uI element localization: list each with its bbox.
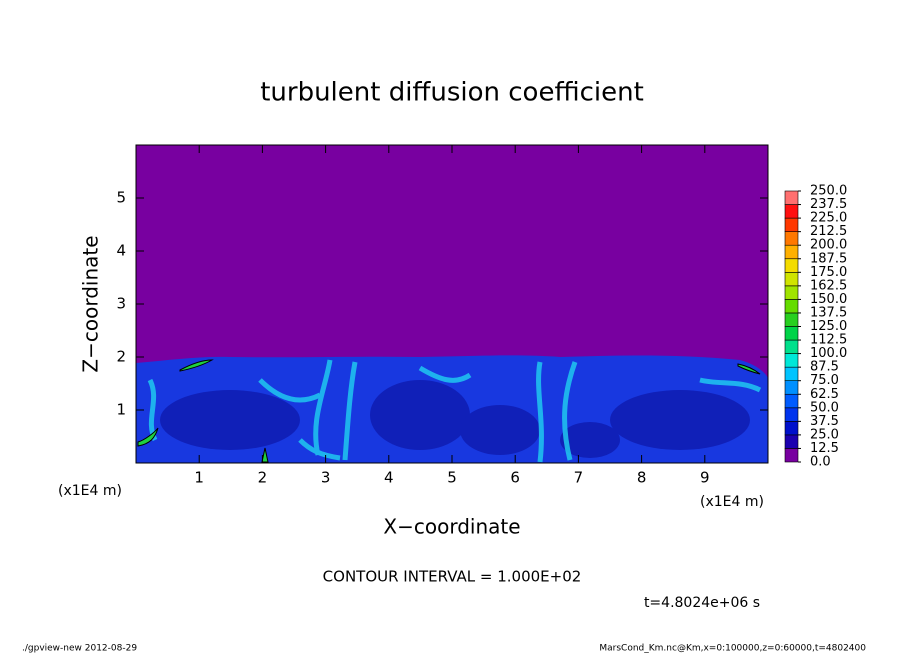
x-tick-label: 8 [637,469,647,487]
colorbar-label: 12.5 [810,441,839,456]
colorbar-bin [784,326,799,341]
colorbar-label: 50.0 [810,400,839,415]
colorbar-bin [784,299,799,314]
contour-field [136,145,768,463]
x-tick-label: 4 [384,469,394,487]
x-tick-label: 6 [510,469,520,487]
colorbar-label: 25.0 [810,427,839,442]
colorbar-label: 87.5 [810,360,839,375]
colorbar-bin [784,204,799,219]
colorbar-label: 225.0 [810,211,847,226]
x-unit-label: (x1E4 m) [700,494,764,510]
colorbar-bin [784,448,799,463]
y-tick-label: 2 [116,348,126,366]
x-tick-label: 9 [700,469,710,487]
colorbar-label: 75.0 [810,373,839,388]
chart-title: turbulent diffusion coefficient [260,78,644,108]
footer-right: MarsCond_Km.nc@Km,x=0:100000,z=0:60000,t… [599,644,866,654]
colorbar-bin [784,190,799,205]
colorbar-bin [784,421,799,436]
colorbar-bin [784,285,799,300]
colorbar-label: 150.0 [810,292,847,307]
colorbar-bin [784,380,799,395]
colorbar-bin [784,366,799,381]
colorbar-label: 100.0 [810,346,847,361]
colorbar-bin [784,393,799,409]
y-tick-label: 3 [116,295,126,313]
colorbar-label: 162.5 [810,278,847,293]
colorbar-label: 187.5 [810,251,847,266]
y-tick-label: 4 [116,242,126,260]
y-tick-label: 5 [116,189,126,207]
colorbar-label: 112.5 [810,333,847,348]
colorbar-bin [784,407,799,422]
colorbar-bin [784,217,799,232]
colorbar-label: 212.5 [810,224,847,239]
colorbar-label: 37.5 [810,414,839,429]
time-note: t=4.8024e+06 s [644,595,760,611]
y-axis-label: Z−coordinate [79,235,103,372]
y-tick-label: 1 [116,401,126,419]
colorbar-label: 62.5 [810,387,839,402]
colorbar-bin [784,312,799,327]
colorbar-bin [784,434,799,449]
colorbar-label: 0.0 [810,455,831,470]
colorbar-label: 125.0 [810,319,847,334]
footer-left: ./gpview-new 2012-08-29 [22,644,137,654]
colorbar-label: 200.0 [810,238,847,253]
contour-note: CONTOUR INTERVAL = 1.000E+02 [323,568,582,586]
x-tick-label: 2 [258,469,268,487]
colorbar-label: 175.0 [810,265,847,280]
colorbar-bin [784,244,799,260]
x-tick-label: 3 [321,469,331,487]
colorbar-bin [784,231,799,246]
x-tick-label: 5 [447,469,457,487]
colorbar-bin [784,271,799,287]
colorbar-label: 137.5 [810,305,847,320]
colorbar-bin [784,258,799,273]
x-tick-label: 7 [574,469,584,487]
colorbar-bin [784,353,799,368]
x-tick-label: 1 [194,469,204,487]
colorbar-bin [784,339,799,354]
x-axis-label: X−coordinate [383,515,520,539]
x-unit-label: (x1E4 m) [58,483,122,499]
colorbar-label: 237.5 [810,197,847,212]
colorbar-label: 250.0 [810,184,847,199]
